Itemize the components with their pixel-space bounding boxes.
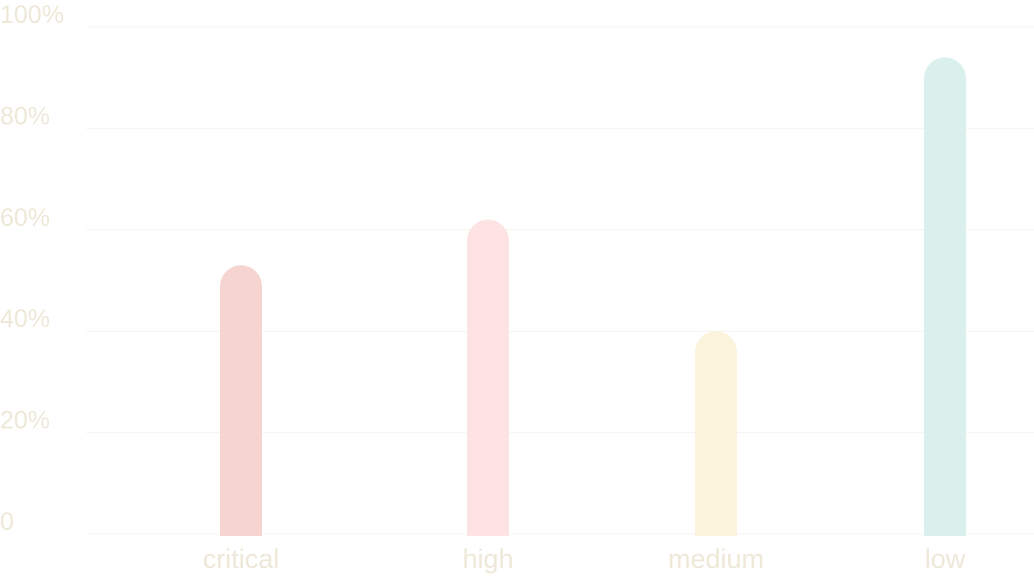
y-tick-label: 60% [0,204,50,232]
bar-critical [220,265,262,536]
bars [220,57,966,537]
bar-high [467,219,509,536]
bar-medium [695,331,737,536]
x-axis-labels: critical high medium low [203,544,966,574]
y-tick-label: 20% [0,407,50,435]
y-tick-label: 0 [0,508,14,536]
y-tick-label: 100% [0,1,64,29]
x-tick-label-critical: critical [203,544,280,574]
y-tick-label: 80% [0,102,50,130]
x-tick-label-medium: medium [668,544,764,574]
y-tick-label: 40% [0,305,50,333]
x-tick-label-high: high [462,544,513,574]
bar-low [924,57,966,537]
x-tick-label-low: low [925,544,966,574]
y-axis-ticks: 0 20% 40% 60% 80% 100% [0,1,64,536]
